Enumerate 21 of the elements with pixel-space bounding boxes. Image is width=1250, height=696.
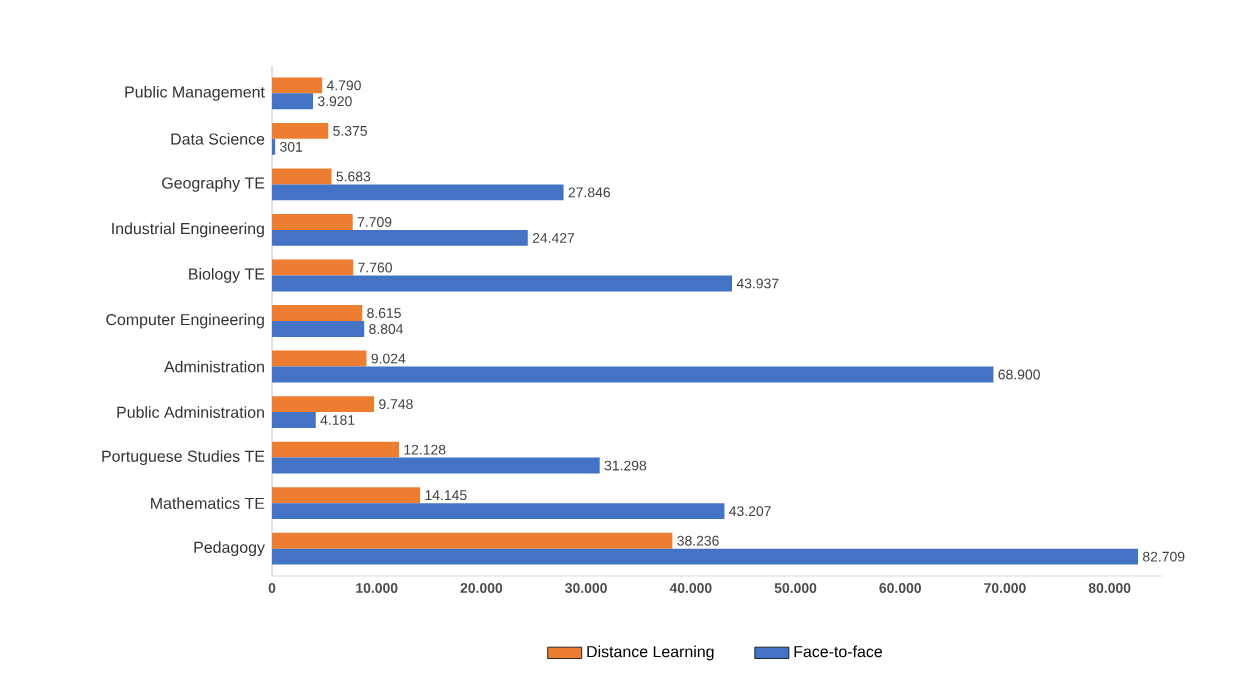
bar — [272, 122, 329, 139]
bar — [272, 396, 375, 413]
bar — [272, 77, 323, 94]
bar — [272, 184, 564, 201]
bar — [272, 487, 421, 504]
bar — [272, 441, 399, 458]
bar — [272, 532, 673, 549]
bar — [272, 457, 600, 474]
bar — [272, 350, 367, 367]
bar — [272, 412, 316, 429]
bar — [272, 305, 363, 321]
bar — [272, 213, 353, 230]
bar — [272, 503, 725, 520]
bar — [272, 259, 354, 276]
bar — [272, 168, 332, 185]
bar — [272, 366, 994, 383]
bar — [272, 321, 365, 337]
bar — [272, 275, 733, 292]
bar — [272, 93, 314, 110]
bar — [272, 229, 528, 246]
bar — [272, 548, 1139, 565]
